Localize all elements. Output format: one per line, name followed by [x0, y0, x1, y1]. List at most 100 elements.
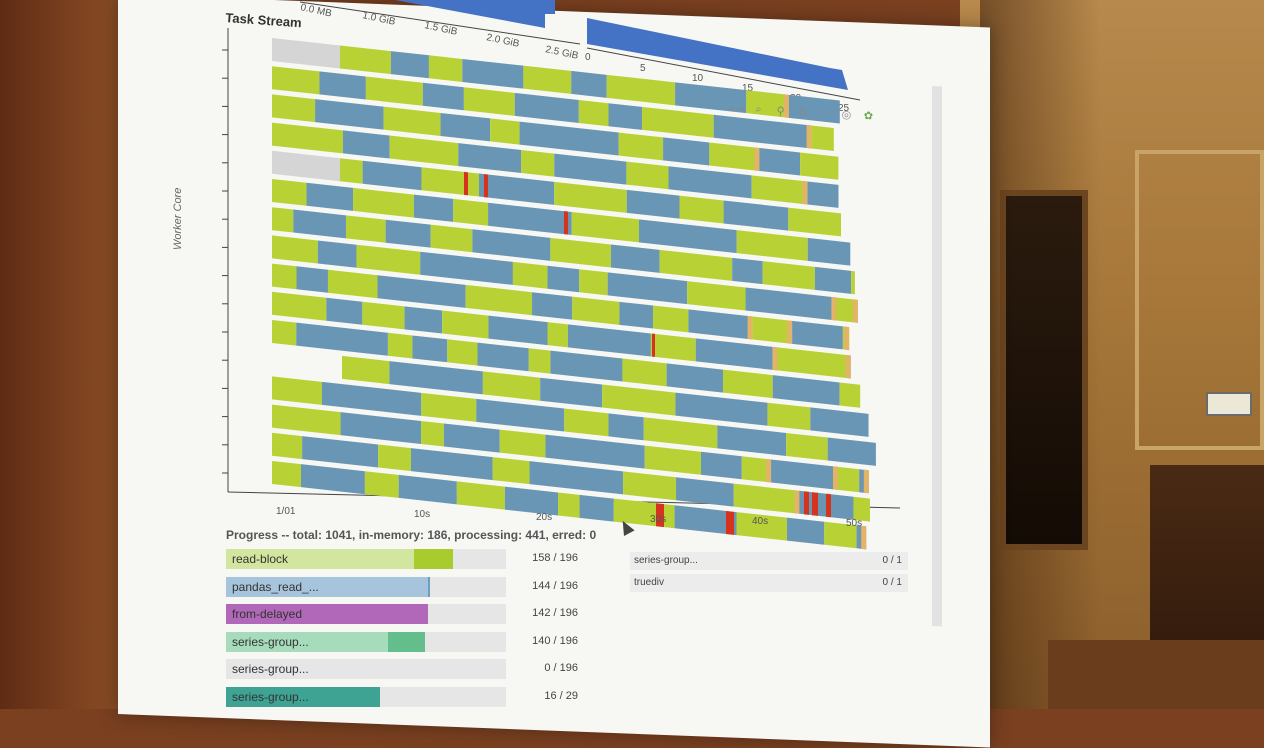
wheel-zoom-icon[interactable]: ⚲ [776, 105, 785, 118]
task-pandas-read [695, 338, 778, 371]
pan-icon[interactable]: ⟷ [729, 102, 746, 116]
task-pandas-read [440, 112, 491, 142]
task-read-block [499, 429, 546, 458]
progress-memory-fill [226, 576, 428, 597]
task-transfer [754, 147, 760, 172]
task-read-block [272, 404, 341, 436]
progress-row[interactable]: series-group... 16 / 29 [226, 687, 596, 707]
memory-axis [299, 1, 581, 45]
zoom-icon[interactable]: ⌕ [755, 103, 763, 116]
task-pandas-read [476, 398, 565, 432]
task-read-block [272, 235, 318, 264]
task-read-block [428, 55, 463, 82]
task-read-block [362, 301, 405, 330]
task-pandas-read [462, 58, 524, 89]
task-read-block [679, 195, 724, 224]
x-tick-label: 10s [414, 509, 430, 520]
task-read-block [723, 369, 773, 399]
task-read-block [558, 492, 580, 518]
task-pandas-read [319, 71, 366, 100]
task-pandas-read [772, 375, 840, 406]
task-pandas-read [807, 181, 839, 208]
task-read-block [421, 392, 477, 422]
task-pandas-read [296, 322, 388, 356]
progress-row[interactable]: from-delayed 142 / 196 [226, 604, 596, 625]
task-pandas-read [675, 392, 768, 426]
progress-row[interactable]: read-block 158 / 196 [226, 549, 596, 569]
progress-row[interactable]: series-group... 0 / 196 [226, 659, 596, 680]
progress-side-row[interactable]: series-group... 0 / 1 [630, 552, 908, 570]
progress-label: series-group... [232, 662, 309, 677]
task-read-block [365, 76, 423, 106]
task-pandas-read [306, 182, 354, 211]
task-pandas-read [514, 92, 579, 123]
task-read-block [836, 297, 858, 323]
task-read-block [709, 142, 760, 172]
task-pandas-read [317, 240, 357, 268]
task-pandas-read [608, 103, 643, 130]
task-error [484, 174, 488, 198]
task-read-block [626, 161, 669, 190]
task-read-block [767, 402, 811, 431]
progress-count: 16 / 29 [544, 690, 578, 702]
progress-count: 0 / 196 [544, 662, 578, 675]
task-pandas-read [732, 257, 763, 285]
progress-side-row[interactable]: truediv 0 / 1 [630, 574, 908, 592]
task-read-block [579, 269, 608, 296]
task-pandas-read [362, 160, 422, 191]
task-read-block [853, 496, 870, 522]
task-read-block [733, 483, 800, 514]
task-transfer [747, 315, 753, 340]
task-read-block [272, 432, 303, 460]
task-pandas-read [814, 266, 852, 294]
task-pandas-read [619, 301, 654, 329]
task-stream-chart[interactable]: 1/01 10s 20s 30s 40s 50s [0, 0, 1264, 709]
task-read-block [571, 211, 639, 243]
task-read-block [272, 94, 316, 123]
exit-sign [1206, 392, 1252, 416]
task-pandas-read [404, 306, 443, 334]
hover-icon[interactable]: ◎ [841, 108, 852, 122]
task-read-block [786, 432, 828, 461]
task-read-block [547, 322, 568, 348]
progress-label: series-group... [232, 634, 309, 649]
task-pandas-read [607, 272, 688, 305]
task-pandas-read [792, 320, 843, 350]
progress-side-count: 0 / 1 [882, 577, 902, 588]
task-read-block [353, 187, 414, 218]
task-read-block [456, 481, 505, 510]
progress-row[interactable]: pandas_read_... 144 / 196 [226, 576, 596, 597]
save-icon[interactable]: ◌ [820, 106, 829, 120]
task-read-block [364, 471, 399, 498]
histogram-label: 25 [838, 103, 850, 114]
task-read-block [824, 521, 857, 549]
task-read-block [752, 316, 793, 344]
task-read-block [659, 249, 733, 281]
task-pandas-read [626, 189, 680, 219]
memory-bar [395, 0, 555, 28]
task-transfer [861, 525, 867, 550]
histogram-bar [587, 18, 848, 90]
wall-panel [1135, 150, 1264, 450]
task-read-block [741, 456, 772, 483]
task-pandas-read [668, 166, 752, 199]
task-idle [272, 38, 340, 69]
task-error [652, 333, 655, 357]
task-idle [272, 150, 340, 182]
task-read-block [839, 382, 861, 408]
task-transfer [844, 326, 850, 351]
task-transfer [831, 296, 837, 321]
task-read-block [602, 384, 676, 416]
bokeh-logo-icon[interactable]: ✿ [863, 110, 874, 123]
task-pandas-read [788, 94, 840, 124]
task-read-block [378, 444, 411, 472]
progress-row[interactable]: series-group... 140 / 196 [226, 631, 596, 652]
task-pandas-read [638, 219, 737, 254]
task-read-block [811, 125, 834, 152]
task-read-block [736, 512, 787, 541]
task-pandas-read [759, 148, 801, 176]
task-read-block [327, 269, 378, 299]
reset-icon[interactable]: ↻ [797, 106, 808, 120]
task-read-block [340, 45, 391, 75]
progress-side-count: 0 / 1 [882, 555, 902, 566]
